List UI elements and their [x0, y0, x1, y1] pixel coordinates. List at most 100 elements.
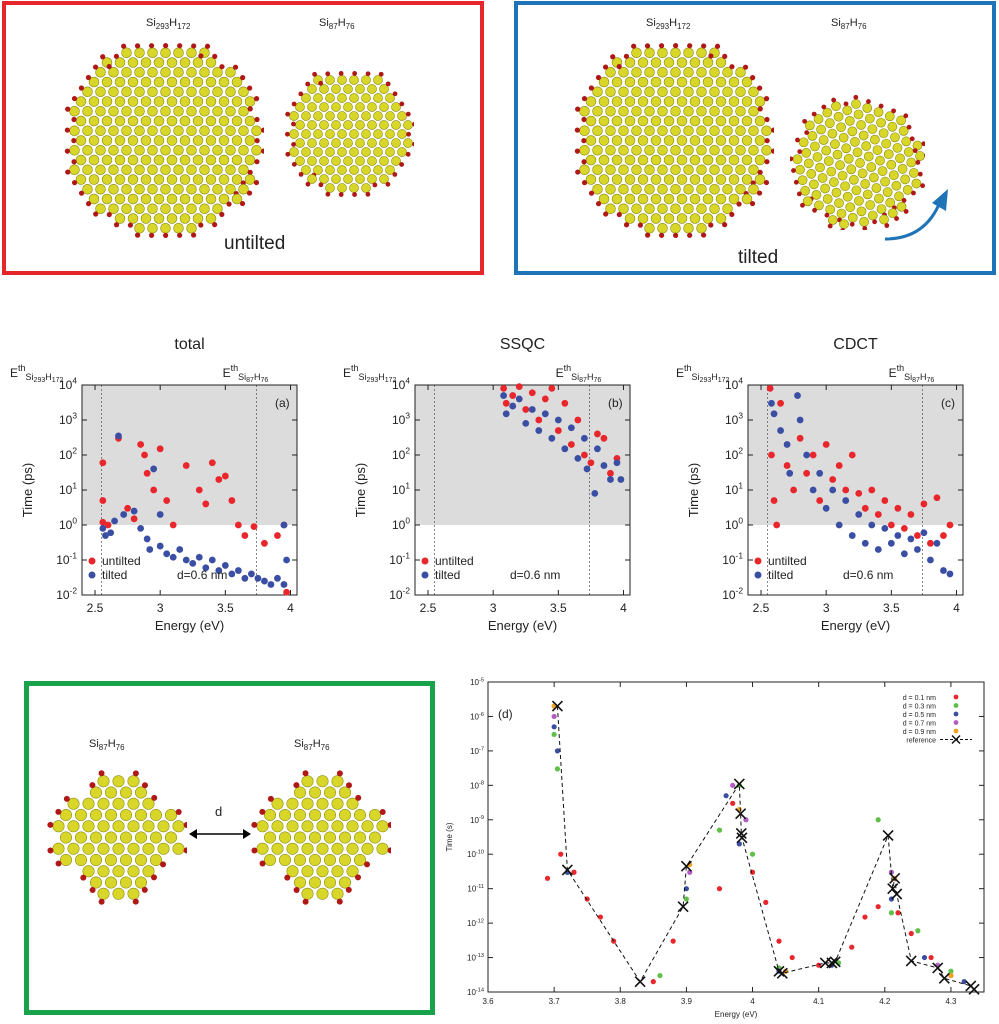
- si-atom: [676, 154, 688, 166]
- untilted-point: [894, 504, 902, 512]
- si-atom: [108, 203, 119, 214]
- si-atom: [127, 96, 139, 107]
- si-atom: [631, 106, 642, 117]
- h-atom: [298, 91, 304, 97]
- si-atom: [373, 147, 383, 157]
- shaded-region: [82, 385, 297, 525]
- si-atom: [611, 135, 623, 146]
- h-atom: [305, 181, 311, 187]
- si-atom: [748, 145, 759, 156]
- si-atom: [841, 143, 852, 154]
- si-atom: [339, 831, 352, 844]
- si-atom: [186, 106, 197, 117]
- si-atom: [715, 193, 727, 205]
- si-atom: [683, 106, 694, 117]
- si-atom: [361, 75, 371, 85]
- si-atom: [127, 820, 140, 833]
- distance-label: d: [215, 804, 223, 819]
- h-atom: [623, 222, 630, 228]
- h-atom: [113, 222, 120, 228]
- si-atom: [293, 876, 306, 889]
- si-atom: [722, 145, 733, 156]
- si-atom: [313, 129, 323, 139]
- h-atom: [637, 222, 644, 228]
- si-atom: [592, 145, 603, 156]
- si-atom: [689, 213, 701, 224]
- si-atom: [218, 174, 230, 185]
- si-atom: [89, 808, 102, 821]
- chart-time-vs-distance: 10-14 10-13 10-12 10-11 10-10 10-9 10-8 10-7 10-…: [445, 677, 985, 1019]
- si-atom: [644, 164, 655, 175]
- si-atom: [367, 102, 377, 112]
- si-atom: [192, 135, 204, 146]
- si-atom: [349, 93, 359, 103]
- si-atom: [832, 149, 843, 160]
- untilted-point: [829, 476, 837, 483]
- h-atom: [687, 232, 693, 238]
- h-atom: [352, 192, 357, 197]
- threshold-label: EthSi293H172: [10, 363, 64, 384]
- legend-marker-tilted: [421, 571, 429, 579]
- x-tick-label: 2.5: [420, 601, 437, 615]
- si-atom: [817, 173, 828, 183]
- si-atom: [153, 96, 165, 107]
- si-atom: [231, 193, 243, 205]
- si-atom: [814, 200, 824, 211]
- si-atom: [897, 163, 908, 174]
- si-atom: [818, 135, 829, 145]
- si-atom: [605, 125, 616, 136]
- si-atom: [199, 86, 210, 97]
- chart-title: SSQC: [500, 336, 545, 353]
- si-atom: [798, 137, 809, 148]
- si-atom: [816, 124, 826, 135]
- point-d-0-1-nm: [670, 938, 676, 944]
- si-atom: [75, 174, 87, 185]
- si-atom: [172, 842, 185, 855]
- y-tick-label: 10-13: [467, 953, 484, 963]
- si-atom: [853, 109, 864, 120]
- tilted-point: [835, 521, 843, 529]
- si-atom: [339, 854, 352, 867]
- legend-marker: [953, 703, 959, 708]
- si-atom: [361, 93, 371, 103]
- si-atom: [592, 164, 603, 175]
- si-atom: [225, 164, 236, 175]
- si-atom: [811, 190, 822, 200]
- si-atom: [150, 854, 163, 867]
- h-atom: [915, 160, 921, 165]
- si-atom: [696, 203, 707, 214]
- si-atom: [293, 831, 306, 844]
- h-atom: [610, 54, 616, 60]
- right-cluster-label: Si87H76: [294, 738, 330, 753]
- si-atom: [165, 831, 178, 844]
- si-atom: [60, 831, 72, 844]
- si-atom: [611, 115, 623, 127]
- h-atom: [318, 80, 324, 86]
- si-atom: [212, 125, 223, 136]
- h-atom: [163, 43, 169, 49]
- untilted-point: [283, 588, 290, 596]
- si-atom: [74, 854, 87, 867]
- si-atom: [142, 820, 155, 833]
- h-atom: [55, 860, 62, 867]
- h-atom: [239, 200, 246, 207]
- si-atom: [192, 96, 204, 107]
- x-axis-label: Energy (eV): [488, 618, 557, 633]
- point-d-0-3-nm: [554, 766, 561, 772]
- si-atom: [650, 213, 662, 224]
- si-atom: [644, 223, 655, 234]
- si-atom: [121, 145, 132, 156]
- si-atom: [735, 125, 746, 136]
- si-atom: [657, 164, 668, 175]
- si-atom: [884, 111, 895, 122]
- si-atom: [134, 125, 145, 136]
- tilted-point: [535, 427, 543, 434]
- h-atom: [285, 111, 291, 117]
- si-atom: [862, 103, 873, 113]
- legend-label: d = 0.1 nm: [903, 695, 936, 702]
- tilted-point: [933, 539, 941, 547]
- si-atom: [179, 76, 191, 88]
- si-atom: [367, 138, 377, 148]
- si-atom: [657, 184, 668, 195]
- si-atom: [735, 164, 746, 175]
